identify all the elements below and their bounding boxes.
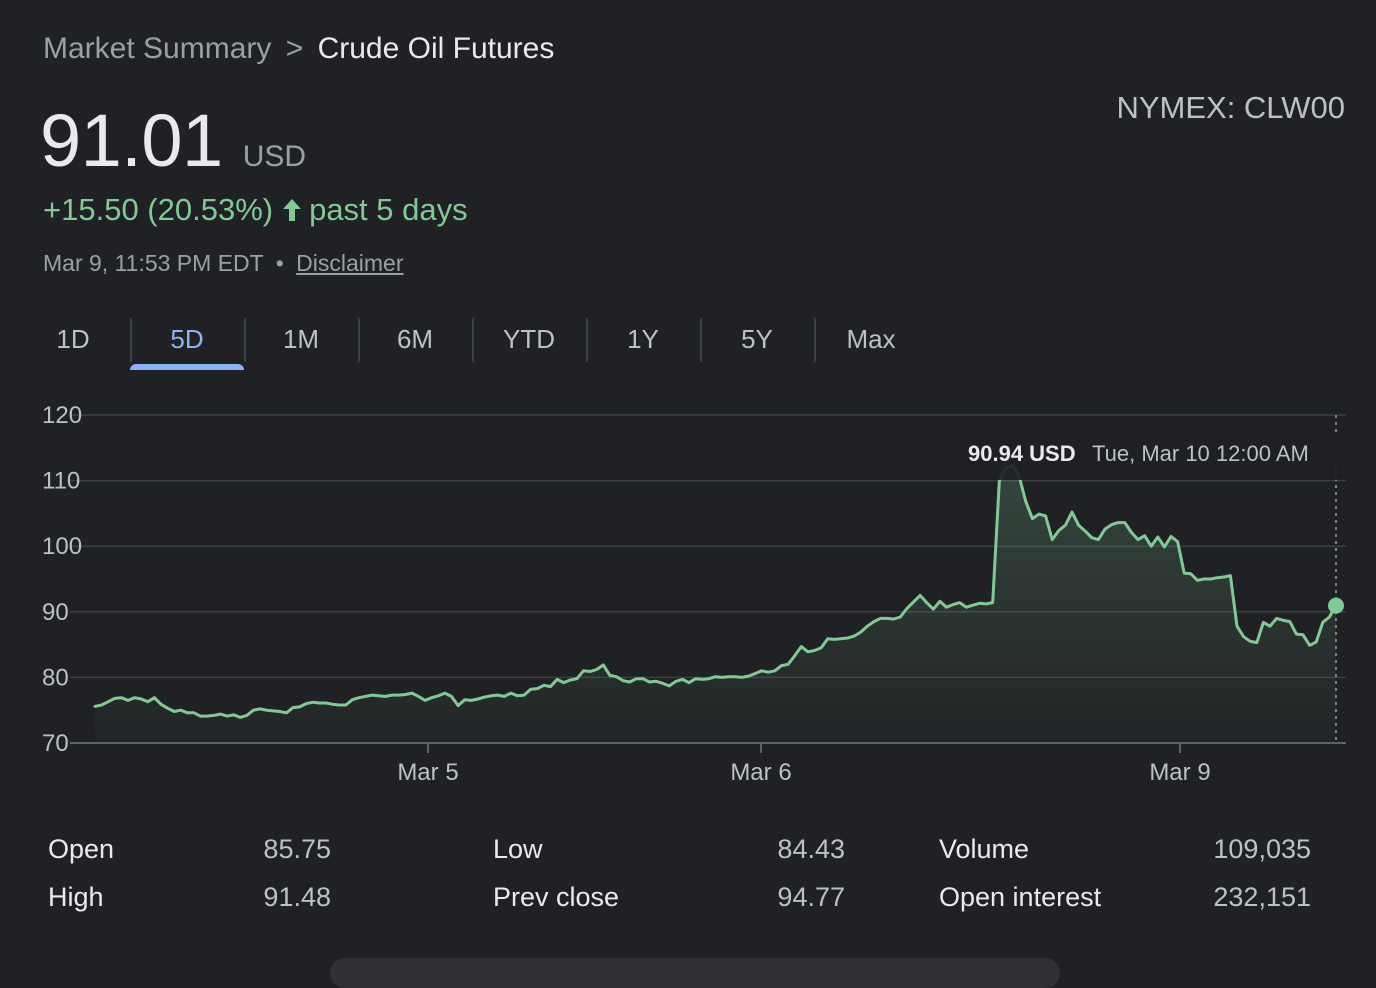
price-currency: USD xyxy=(242,140,307,173)
tooltip-time: Tue, Mar 10 12:00 AM xyxy=(1092,441,1309,466)
y-tick-label: 100 xyxy=(42,533,82,560)
price-area-fill xyxy=(95,465,1336,743)
price-change-period: past 5 days xyxy=(309,192,468,227)
stats-table: Open 85.75 High 91.48 Low 84.43 Prev clo… xyxy=(48,828,1312,928)
breadcrumb-root-link[interactable]: Market Summary xyxy=(43,32,272,65)
stat-value-open: 85.75 xyxy=(263,834,331,864)
tab-label: 5D xyxy=(170,324,204,354)
tab-max[interactable]: Max xyxy=(814,318,928,370)
tab-label: 6M xyxy=(396,324,434,354)
stat-value-low: 84.43 xyxy=(777,834,845,864)
x-tick-label: Mar 5 xyxy=(397,759,458,786)
timestamp-separator: • xyxy=(275,250,284,276)
tab-5d[interactable]: 5D xyxy=(130,318,244,370)
exchange-ticker: NYMEX: CLW00 xyxy=(1116,90,1345,125)
stat-label-open-interest: Open interest xyxy=(939,882,1102,912)
stat-label-high: High xyxy=(48,882,104,912)
x-tick-label: Mar 6 xyxy=(730,759,791,786)
page-title: Crude Oil Futures xyxy=(317,32,555,65)
tab-label: 1M xyxy=(282,324,320,354)
tab-label: 1D xyxy=(56,324,90,354)
hover-point xyxy=(1328,597,1344,614)
tab-ytd[interactable]: YTD xyxy=(472,318,586,370)
tab-5y[interactable]: 5Y xyxy=(700,318,814,370)
stat-value-open-interest: 232,151 xyxy=(1213,882,1311,912)
tab-1d[interactable]: 1D xyxy=(16,318,130,370)
tab-label: YTD xyxy=(503,324,555,354)
timestamp-row: Mar 9, 11:53 PM EDT • Disclaimer xyxy=(43,250,403,277)
stat-value-prev-close: 94.77 xyxy=(777,882,845,912)
stat-label-open: Open xyxy=(48,834,115,864)
tab-label: 5Y xyxy=(741,324,773,354)
stat-label-prev-close: Prev close xyxy=(493,882,620,912)
arrow-up-icon xyxy=(283,199,302,221)
y-axis: 70 80 90 100 110 120 xyxy=(42,402,82,757)
time-range-tabs: 1D 5D 1M 6M YTD 1Y 5Y Max xyxy=(16,318,928,370)
breadcrumb: Market Summary > Crude Oil Futures xyxy=(43,32,554,66)
stat-value-high: 91.48 xyxy=(263,882,331,912)
bottom-bar xyxy=(330,958,1060,988)
y-tick-label: 120 xyxy=(42,402,82,429)
disclaimer-link[interactable]: Disclaimer xyxy=(296,250,404,276)
y-tick-label: 110 xyxy=(42,468,80,495)
tab-label: 1Y xyxy=(627,324,659,354)
y-tick-label: 80 xyxy=(42,664,69,691)
price-line xyxy=(93,464,1338,719)
tab-1y[interactable]: 1Y xyxy=(586,318,700,370)
stat-label-low: Low xyxy=(493,834,543,864)
y-tick-label: 70 xyxy=(42,730,69,757)
price-chart[interactable]: 70 80 90 100 110 120 Mar 5 Mar 6 Mar 9 90.94 US… xyxy=(0,390,1376,810)
tab-1m[interactable]: 1M xyxy=(244,318,358,370)
x-tick-label: Mar 9 xyxy=(1149,759,1210,786)
chart-tooltip: 90.94 USD Tue, Mar 10 12:00 AM xyxy=(950,432,1340,480)
breadcrumb-separator: > xyxy=(285,32,304,65)
stat-value-volume: 109,035 xyxy=(1213,834,1311,864)
y-tick-label: 90 xyxy=(42,599,69,626)
tab-6m[interactable]: 6M xyxy=(358,318,472,370)
stat-label-volume: Volume xyxy=(939,834,1030,864)
current-price: 91.01 xyxy=(40,99,223,182)
price-change: +15.50 (20.53%) past 5 days xyxy=(43,192,468,228)
price-row: 91.01 USD xyxy=(40,98,306,183)
tooltip-value: 90.94 USD xyxy=(968,441,1076,466)
tab-label: Max xyxy=(846,324,896,354)
timestamp: Mar 9, 11:53 PM EDT xyxy=(43,250,264,276)
price-change-amount: +15.50 (20.53%) xyxy=(43,192,274,227)
x-axis: Mar 5 Mar 6 Mar 9 xyxy=(397,743,1211,786)
